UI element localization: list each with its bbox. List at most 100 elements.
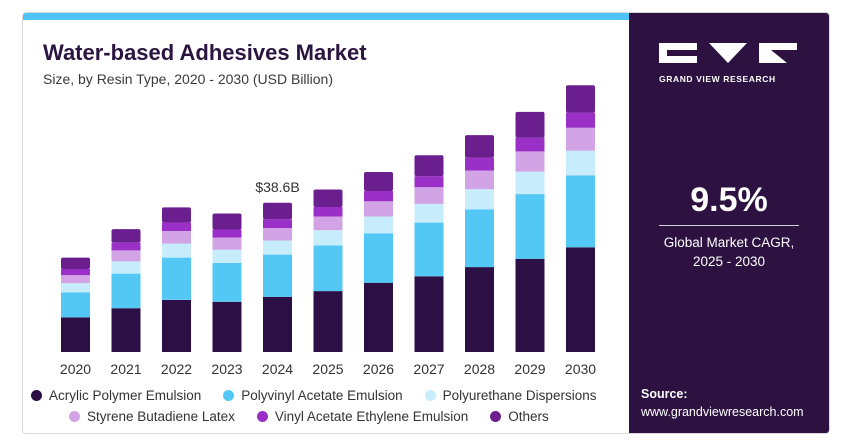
- x-tick-label: 2022: [161, 361, 192, 377]
- bar-segment: [61, 292, 90, 318]
- bar-stack-2027: [414, 155, 444, 352]
- legend-label: Acrylic Polymer Emulsion: [49, 388, 202, 403]
- bar-segment: [465, 209, 494, 268]
- bar-segment: [566, 150, 595, 176]
- source-label: Source:: [641, 387, 688, 401]
- x-tick-label: 2025: [312, 361, 343, 377]
- bar-segment: [263, 219, 292, 228]
- bar-segment: [263, 227, 292, 241]
- bar-segment: [111, 261, 141, 274]
- cagr-label-line2: 2025 - 2030: [692, 254, 766, 269]
- legend-swatch: [490, 411, 502, 422]
- divider: [659, 225, 799, 226]
- legend-swatch: [69, 411, 80, 422]
- bar-segment: [212, 213, 242, 230]
- legend-label: Polyurethane Dispersions: [442, 388, 597, 403]
- legend-label: Vinyl Acetate Ethylene Emulsion: [274, 409, 469, 424]
- bar-segment: [162, 231, 191, 244]
- bar-segment: [515, 171, 545, 195]
- sidebar-panel: GRAND VIEW RESEARCH 9.5% Global Market C…: [629, 13, 829, 433]
- bar-stack-2030: [566, 85, 595, 352]
- bar-segment: [364, 172, 393, 191]
- bar-segment: [212, 237, 242, 250]
- bar-segment: [465, 267, 494, 352]
- cagr-value: 9.5%: [690, 181, 768, 219]
- accent-bar: [23, 13, 629, 20]
- x-tick-label: 2027: [413, 361, 444, 377]
- x-tick-label: 2026: [363, 361, 394, 377]
- bar-segment: [414, 204, 444, 223]
- source-note: Source: www.grandviewresearch.com: [641, 385, 804, 421]
- bar-stack-2021: [111, 229, 141, 352]
- bar-segment: [414, 222, 444, 277]
- bar-segment: [515, 258, 545, 352]
- legend-item: Acrylic Polymer Emulsion: [31, 388, 201, 403]
- bar-segment: [212, 301, 242, 352]
- bar-segment: [566, 112, 595, 128]
- bar-stack-2029: [515, 111, 545, 352]
- legend-row: Styrene Butadiene Latex Vinyl Acetate Eth…: [31, 409, 631, 424]
- bar-segment: [212, 249, 242, 263]
- bar-stack-2025: [313, 189, 343, 352]
- x-tick-label: 2021: [110, 361, 141, 377]
- bar-segment: [364, 282, 393, 352]
- bar-segment: [414, 187, 444, 204]
- legend-item: Vinyl Acetate Ethylene Emulsion: [256, 409, 469, 424]
- legend-swatch: [424, 390, 436, 401]
- bar-segment: [313, 189, 343, 207]
- chart-subtitle: Size, by Resin Type, 2020 - 2030 (USD Bi…: [43, 71, 333, 87]
- chart-card: Water-based Adhesives Market Size, by Re…: [22, 12, 830, 434]
- bar-segment: [515, 111, 545, 138]
- brand-logo: GRAND VIEW RESEARCH: [659, 41, 799, 84]
- data-label: $38.6B: [255, 179, 299, 195]
- legend-row: Acrylic Polymer Emulsion Polyvinyl Acetat…: [31, 388, 631, 403]
- bar-segment: [313, 230, 343, 246]
- bar-segment: [566, 175, 595, 248]
- bar-segment: [313, 207, 343, 217]
- logo-text: GRAND VIEW RESEARCH: [659, 74, 776, 84]
- bar-segment: [515, 194, 545, 259]
- bar-segment: [61, 283, 90, 293]
- stacked-bar-chart: 2020 2021 2022 2023 2024 2025 2026 2027 2028 2029…: [60, 85, 596, 377]
- bar-segment: [162, 257, 191, 300]
- legend-label: Polyvinyl Acetate Emulsion: [241, 388, 403, 403]
- legend-item: Polyurethane Dispersions: [424, 388, 597, 403]
- bar-segment: [364, 191, 393, 202]
- logo-icon: [659, 43, 797, 63]
- bar-segment: [364, 233, 393, 283]
- x-tick-label: 2028: [464, 361, 495, 377]
- bar-segment: [162, 299, 191, 352]
- bar-segment: [465, 157, 494, 171]
- legend-item: Styrene Butadiene Latex: [69, 409, 235, 424]
- bar-segment: [111, 229, 141, 243]
- bar-segment: [162, 222, 191, 231]
- bar-segment: [263, 240, 292, 255]
- legend-label: Others: [508, 409, 549, 424]
- bar-segment: [263, 254, 292, 297]
- bar-stack-2026: [364, 172, 393, 352]
- bar-segment: [414, 155, 444, 177]
- legend-swatch: [223, 390, 235, 401]
- bar-segment: [61, 275, 90, 284]
- bar-segment: [61, 257, 90, 269]
- bar-stack-2022: [162, 207, 191, 352]
- cagr-label: Global Market CAGR, 2025 - 2030: [629, 233, 829, 271]
- bar-segment: [414, 176, 444, 188]
- bar-stack-2024: [263, 202, 292, 352]
- bar-segment: [111, 242, 141, 251]
- chart-panel: Water-based Adhesives Market Size, by Re…: [23, 20, 629, 433]
- source-url[interactable]: www.grandviewresearch.com: [641, 405, 804, 419]
- bar-segment: [515, 137, 545, 152]
- bar-segment: [263, 202, 292, 220]
- chart-title: Water-based Adhesives Market: [43, 40, 367, 65]
- bar-segment: [313, 216, 343, 231]
- bar-segment: [162, 207, 191, 223]
- legend-item: Others: [490, 409, 549, 424]
- legend-item: Polyvinyl Acetate Emulsion: [223, 388, 403, 403]
- bar-segment: [162, 243, 191, 258]
- bar-segment: [364, 201, 393, 217]
- bar-segment: [465, 170, 494, 190]
- cagr-label-line1: Global Market CAGR,: [663, 235, 795, 250]
- x-tick-label: 2023: [211, 361, 242, 377]
- legend-label: Styrene Butadiene Latex: [87, 409, 235, 424]
